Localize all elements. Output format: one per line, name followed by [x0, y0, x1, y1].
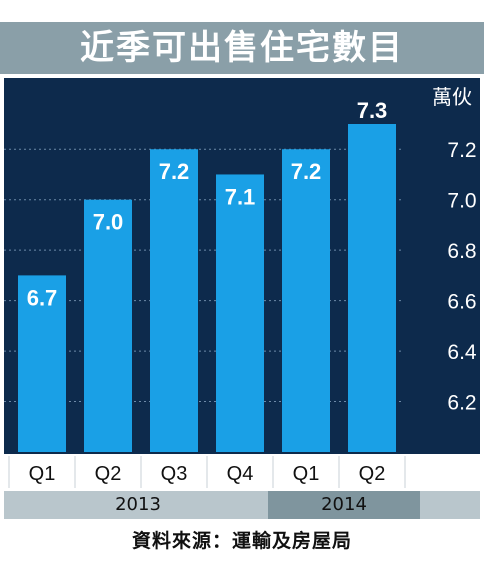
- y-tick-label: 7.0: [447, 190, 476, 213]
- year-label-2013: 2013: [115, 494, 161, 515]
- year-group-bg: [4, 491, 272, 519]
- category-label: Q1: [293, 463, 320, 485]
- data-label: 7.2: [291, 159, 322, 184]
- chart-title: 近季可出售住宅數目: [0, 22, 484, 74]
- category-label: Q4: [227, 463, 254, 485]
- y-tick-label: 6.2: [447, 392, 476, 415]
- unit-label: 萬伙: [432, 85, 472, 109]
- year-group-bg: [268, 491, 420, 519]
- data-label: 7.3: [357, 98, 388, 123]
- y-tick-label: 6.4: [447, 341, 477, 364]
- year-row: 2013 2014: [4, 491, 480, 519]
- data-label: 7.1: [225, 184, 256, 209]
- y-tick-label: 6.8: [447, 240, 476, 263]
- bar: [84, 199, 132, 452]
- category-label: Q3: [161, 463, 188, 485]
- y-tick-label: 7.2: [447, 139, 476, 162]
- year-label-2014: 2014: [321, 494, 367, 515]
- bar: [150, 149, 198, 452]
- bar: [282, 149, 330, 452]
- year-group-bg: [420, 491, 480, 519]
- bar: [348, 124, 396, 452]
- bar: [18, 275, 66, 452]
- category-label: Q2: [95, 463, 122, 485]
- data-label: 7.0: [93, 210, 124, 235]
- category-row-bg: [4, 454, 480, 490]
- source-note: 資料來源：運輸及房屋局: [131, 530, 352, 552]
- y-tick-label: 6.6: [447, 291, 476, 314]
- bar: [216, 174, 264, 452]
- data-label: 6.7: [27, 285, 58, 310]
- category-label: Q1: [29, 463, 56, 485]
- data-label: 7.2: [159, 159, 190, 184]
- category-label: Q2: [359, 463, 386, 485]
